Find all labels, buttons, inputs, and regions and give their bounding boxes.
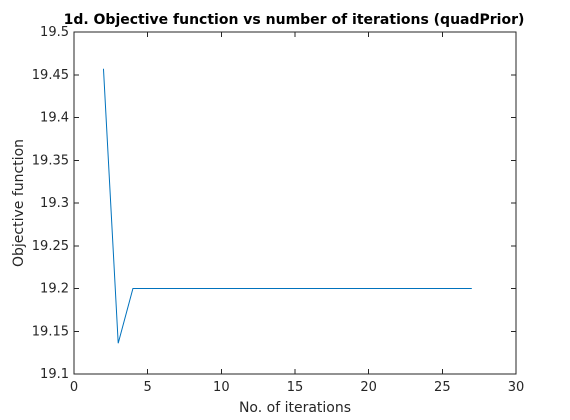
x-tick-label: 20: [360, 380, 377, 395]
x-axis-label: No. of iterations: [239, 400, 351, 416]
y-tick-label: 19.15: [32, 324, 69, 339]
y-axis-ticks: 19.1 19.15 19.2 19.25 19.3 19.35 19.4 19.45 19.5: [32, 25, 516, 382]
chart-title: 1d. Objective function vs number of iter…: [64, 12, 525, 28]
x-tick-label: 0: [70, 380, 78, 395]
y-tick-label: 19.25: [32, 239, 69, 254]
y-tick-label: 19.1: [40, 367, 69, 382]
y-axis-label: Objective function: [11, 139, 27, 267]
y-tick-label: 19.45: [32, 68, 69, 83]
x-tick-label: 10: [213, 380, 230, 395]
y-tick-label: 19.35: [32, 153, 69, 168]
x-tick-label: 30: [508, 380, 525, 395]
x-axis-ticks: 0 5 10 15 20 25 30: [70, 32, 524, 395]
x-tick-label: 25: [434, 380, 451, 395]
plot-area-frame: [73, 31, 517, 375]
x-tick-label: 15: [287, 380, 304, 395]
x-tick-label: 5: [144, 380, 152, 395]
series-layer: [102, 68, 472, 344]
y-tick-label: 19.3: [40, 196, 69, 211]
series-line-0: [102, 68, 472, 344]
y-tick-label: 19.5: [40, 25, 69, 40]
y-tick-label: 19.2: [40, 282, 69, 297]
y-tick-label: 19.4: [40, 111, 69, 126]
